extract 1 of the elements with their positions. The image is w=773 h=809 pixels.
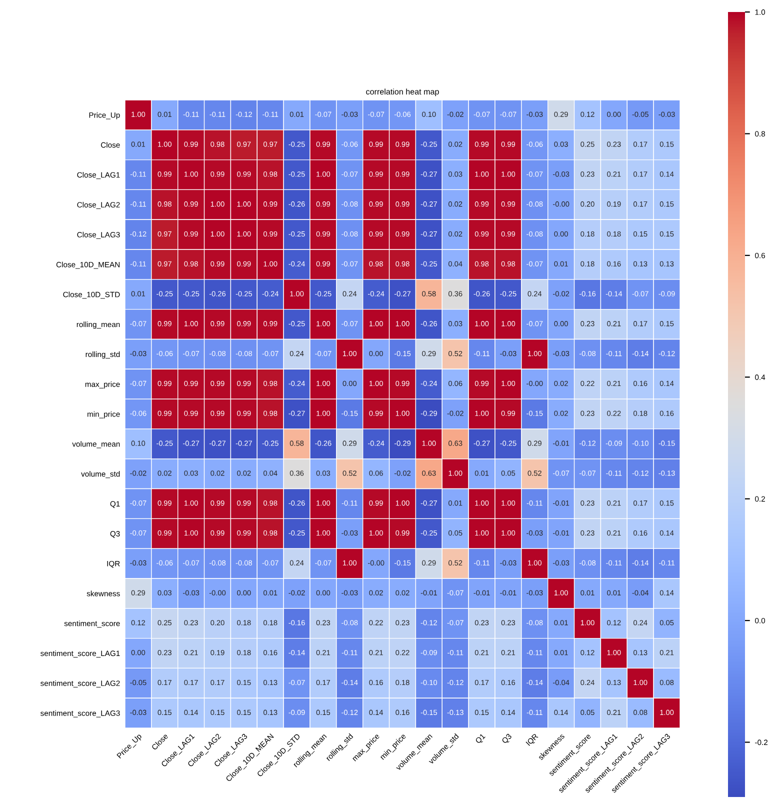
- chart-title: correlation heat map: [366, 88, 439, 96]
